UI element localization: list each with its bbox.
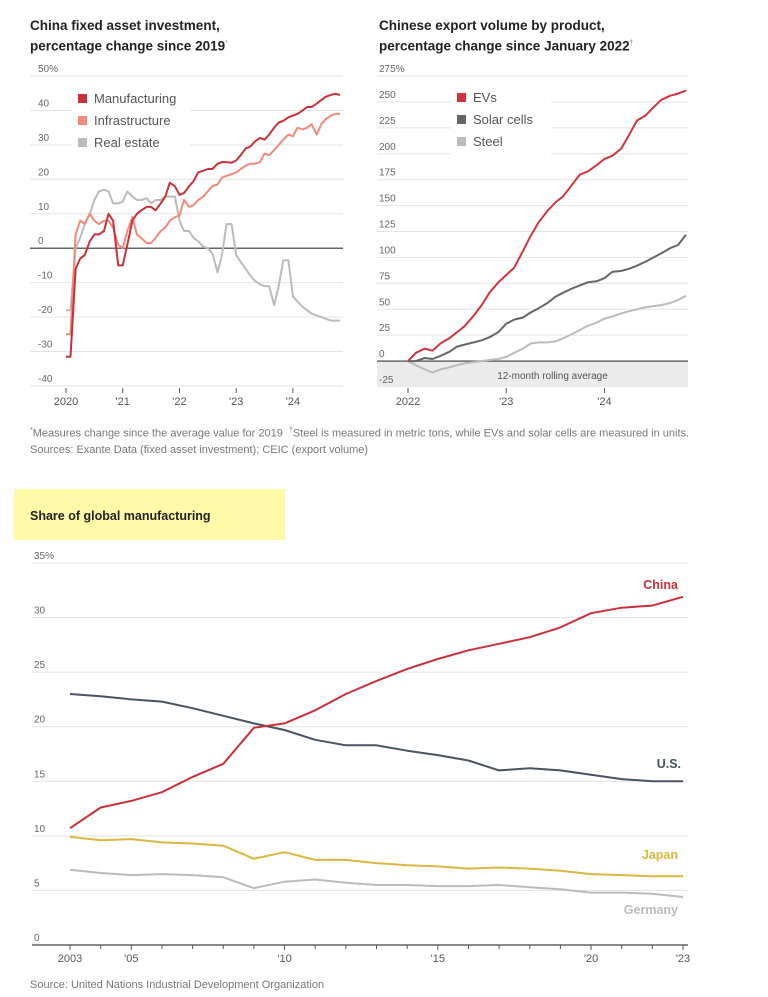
series-line-steel [407,294,687,374]
x-tick-label: '23 [229,396,243,408]
series-label-japan: Japan [642,848,678,862]
legend-label-solar-cells: Solar cells [473,112,533,127]
negative-region-shade [377,361,688,387]
y-tick-label: 20 [34,715,46,726]
source-text: Source: United Nations Industrial Develo… [30,979,325,991]
chart1-title: China fixed asset investment, percentage… [30,17,228,56]
y-tick-label: 25 [34,660,46,671]
legend-label-steel: Steel [473,134,503,149]
y-tick-label: 175 [379,168,396,179]
x-tick-label: '21 [116,396,130,408]
footnote2-marker: † [288,427,293,434]
x-tick-label: '23 [499,396,513,408]
y-tick-label: 200 [379,142,396,153]
x-tick-label: '15 [431,953,445,965]
chart1-title-line2: percentage change since 2019 [30,38,226,54]
y-tick-label: 30 [38,133,50,144]
x-tick-label: 2003 [58,953,82,965]
legend-swatch-real-estate [78,138,87,147]
chart2-title-line1: Chinese export volume by product, [379,18,605,33]
y-tick-label: 125 [379,220,396,231]
footnotes: *Measures change since the average value… [30,423,710,458]
y-tick-label: 15 [34,769,46,780]
x-tick-label: 2020 [54,396,78,408]
y-tick-label: 5 [34,878,40,889]
x-tick-label: '23 [676,953,690,965]
y-tick-label: 0 [38,236,44,247]
y-tick-label: 275% [379,64,405,75]
y-tick-label: -20 [38,305,53,316]
series-line-germany [69,868,684,898]
y-tick-label: 100 [379,245,396,256]
section-highlight-box: Share of global manufacturing [14,489,285,540]
y-tick-label: -10 [38,271,53,282]
series-line-real-estate [66,188,340,322]
chart2-title: Chinese export volume by product, percen… [379,17,634,56]
series-line-evs [407,89,687,362]
chart2-title-line2: percentage change since January 2022 [379,38,630,54]
x-tick-label: '20 [584,953,598,965]
series-label-u-s-: U.S. [657,757,681,771]
y-tick-label: 20 [38,167,50,178]
chart-export-volume: 12-month rolling average275%250225200175… [377,64,688,408]
chart1-title-line2-wrap: percentage change since 2019* [30,35,228,56]
y-tick-label: -40 [38,374,53,385]
y-tick-label: 150 [379,194,396,205]
chart2-title-marker: † [629,40,634,47]
y-tick-label: 40 [38,98,50,109]
x-tick-label: '24 [286,396,300,408]
chart1-title-marker: * [225,40,228,47]
section-title: Share of global manufacturing [30,509,211,523]
footnote-line: *Measures change since the average value… [30,423,710,442]
y-tick-label: 75 [379,271,391,282]
y-tick-label: 0 [34,933,40,944]
y-tick-label: -25 [379,375,394,386]
series-label-germany: Germany [624,903,678,917]
series-line-china [69,595,684,830]
x-tick-label: '05 [124,953,138,965]
sources-text: Sources: Exante Data (fixed asset invest… [30,443,369,456]
y-tick-label: 25 [379,323,391,334]
y-tick-label: -30 [38,340,53,351]
legend-background [72,89,190,163]
y-tick-label: 50 [379,297,391,308]
x-tick-label: '22 [172,396,186,408]
legend-swatch-manufacturing [78,94,87,103]
legend-swatch-infrastructure [78,116,87,125]
x-tick-label: 2022 [396,396,420,408]
series-line-japan [69,835,683,878]
footnote1-marker: * [30,427,33,434]
chart1-title-line1: China fixed asset investment, [30,18,220,33]
y-tick-label: 50% [38,64,58,75]
legend-label-manufacturing: Manufacturing [94,91,176,106]
y-tick-label: 0 [379,349,385,360]
annotation-rolling-average: 12-month rolling average [497,371,608,382]
y-tick-label: 10 [34,824,46,835]
series-line-u-s- [69,693,683,783]
y-tick-label: 10 [38,202,50,213]
x-tick-label: '10 [277,953,291,965]
legend-label-evs: EVs [473,90,497,105]
y-tick-label: 250 [379,90,396,101]
legend-swatch-solar-cells [457,115,466,124]
footnote2: Steel is measured in metric tons, while … [292,427,690,440]
y-tick-label: 225 [379,116,396,127]
chart2-title-line2-wrap: percentage change since January 2022† [379,35,634,56]
legend-background [451,88,551,162]
x-tick-label: '24 [597,396,611,408]
legend-label-real-estate: Real estate [94,135,160,150]
y-tick-label: 35% [34,551,54,562]
legend-swatch-steel [457,137,466,146]
series-label-china: China [643,578,679,592]
series-line-manufacturing [66,92,341,358]
legend-label-infrastructure: Infrastructure [94,113,171,128]
series-line-infrastructure [66,112,340,336]
footnote1: Measures change since the average value … [32,427,283,440]
y-tick-label: 30 [34,606,46,617]
legend-swatch-evs [457,93,466,102]
series-line-solar-cells [408,233,687,363]
